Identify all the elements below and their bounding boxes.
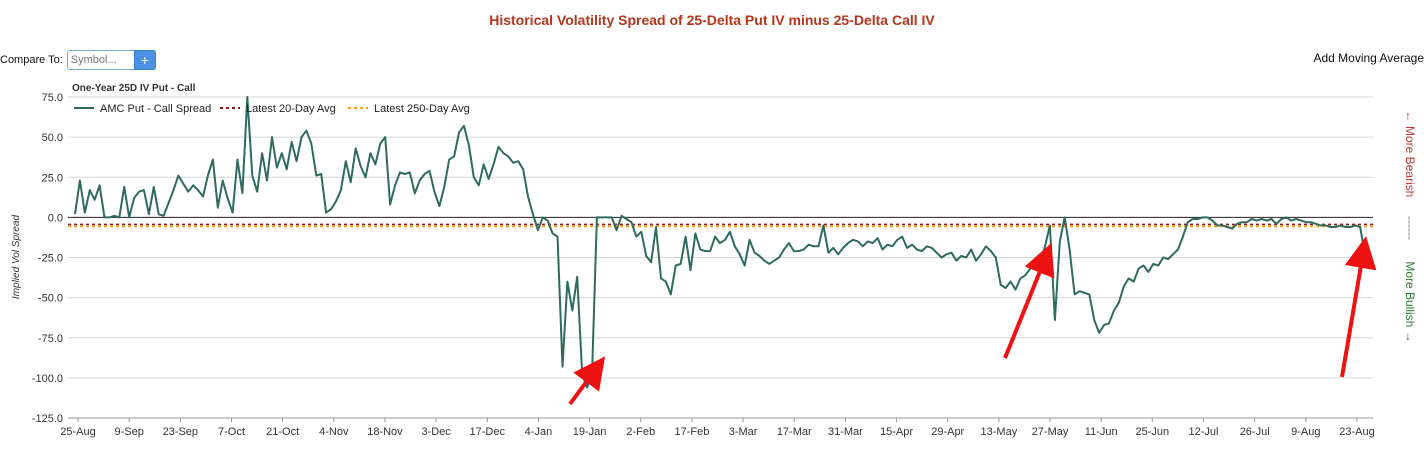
arrow-aug-annotation bbox=[1340, 236, 1377, 378]
x-tick-label: 9-Aug bbox=[1291, 426, 1320, 438]
x-tick-label: 29-Apr bbox=[931, 426, 964, 438]
chart-title: Historical Volatility Spread of 25-Delta… bbox=[489, 12, 935, 28]
x-tick-label: 3-Dec bbox=[421, 426, 451, 438]
y-tick-label: -125.0 bbox=[32, 413, 63, 425]
y-tick-label: 25.0 bbox=[42, 172, 63, 184]
x-tick-label: 17-Dec bbox=[470, 426, 506, 438]
y-tick-label: -100.0 bbox=[32, 373, 63, 385]
chart-subtitle: One-Year 25D IV Put - Call bbox=[72, 83, 196, 94]
x-tick-label: 13-May bbox=[981, 426, 1018, 438]
x-tick-label: 17-Mar bbox=[777, 426, 812, 438]
x-tick-label: 31-Mar bbox=[828, 426, 863, 438]
x-tick-label: 23-Sep bbox=[163, 426, 198, 438]
legend-label: AMC Put - Call Spread bbox=[100, 103, 211, 115]
x-tick-label: 17-Feb bbox=[674, 426, 709, 438]
x-tick-label: 25-Jun bbox=[1136, 426, 1170, 438]
legend-label: Latest 20-Day Avg bbox=[246, 103, 336, 115]
x-tick-label: 27-May bbox=[1032, 426, 1069, 438]
legend: AMC Put - Call Spread Latest 20-Day Avg La… bbox=[74, 103, 470, 115]
x-tick-label: 21-Oct bbox=[266, 426, 299, 438]
compare-bar: Compare To: + bbox=[0, 50, 156, 70]
x-tick-label: 26-Jul bbox=[1240, 426, 1270, 438]
x-tick-label: 11-Jun bbox=[1085, 426, 1118, 438]
compare-label: Compare To: bbox=[0, 54, 63, 66]
add-symbol-button[interactable]: + bbox=[133, 50, 156, 70]
y-tick-label: -75.0 bbox=[38, 333, 63, 345]
x-tick-label: 9-Sep bbox=[114, 426, 143, 438]
x-tick-label: 4-Jan bbox=[525, 426, 553, 438]
y-tick-label: 0.0 bbox=[48, 212, 63, 224]
x-tick-label: 4-Nov bbox=[319, 426, 349, 438]
x-tick-label: 3-Mar bbox=[729, 426, 758, 438]
y-axis-label: Implied Vol Spread bbox=[11, 215, 22, 300]
x-tick-label: 7-Oct bbox=[218, 426, 245, 438]
side-separator: ------ bbox=[1403, 216, 1417, 240]
x-tick-label: 19-Jan bbox=[573, 426, 607, 438]
series-line-amc bbox=[74, 96, 1371, 389]
arrow-may-annotation bbox=[1003, 242, 1055, 359]
y-tick-label: 75.0 bbox=[42, 92, 63, 104]
y-tick-label: -25.0 bbox=[38, 253, 63, 265]
more-bullish-label: More Bullish → bbox=[1403, 261, 1417, 342]
x-tick-label: 2-Feb bbox=[626, 426, 655, 438]
x-tick-label: 15-Apr bbox=[880, 426, 913, 438]
symbol-input[interactable] bbox=[66, 50, 135, 70]
x-tick-label: 18-Nov bbox=[367, 426, 403, 438]
more-bearish-label: ← More Bearish bbox=[1403, 111, 1417, 198]
y-tick-label: 50.0 bbox=[42, 132, 63, 144]
add-moving-average-link[interactable]: Add Moving Average bbox=[1313, 51, 1424, 65]
y-tick-label: -50.0 bbox=[38, 293, 63, 305]
legend-label: Latest 250-Day Avg bbox=[374, 103, 470, 115]
x-tick-label: 12-Jul bbox=[1189, 426, 1219, 438]
arrow-jan-annotation bbox=[568, 356, 606, 406]
x-tick-label: 25-Aug bbox=[60, 426, 95, 438]
x-tick-label: 23-Aug bbox=[1339, 426, 1374, 438]
